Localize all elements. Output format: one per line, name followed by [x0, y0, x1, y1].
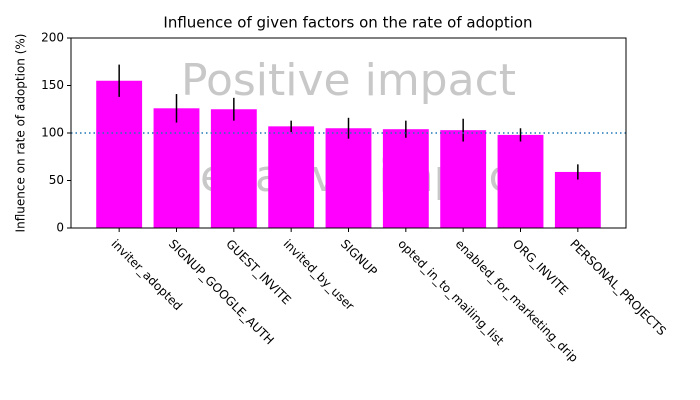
y-tick-label: 50 [49, 173, 64, 187]
y-tick-label: 100 [41, 126, 64, 140]
annotation: Positive impact [181, 55, 516, 106]
y-axis-label: Influence on rate of adoption (%) [14, 34, 28, 233]
x-tick-label: SIGNUP [338, 237, 380, 279]
x-tick-label: opted_in_to_mailing_list [395, 237, 507, 349]
y-tick-label: 0 [56, 221, 64, 235]
x-tick-label: ORG_INVITE [510, 237, 571, 298]
chart-title: Influence of given factors on the rate o… [163, 14, 532, 32]
bar [325, 128, 372, 228]
y-tick-label: 200 [41, 31, 64, 45]
bar [440, 130, 487, 228]
bar [497, 134, 544, 228]
bar [153, 108, 200, 228]
plot-frame [70, 37, 627, 229]
y-tick-label: 150 [41, 78, 64, 92]
bar [268, 126, 315, 228]
x-tick-label: PERSONAL_PROJECTS [567, 237, 669, 339]
bar [210, 109, 257, 228]
bar [382, 129, 429, 228]
x-tick-label: enabled_for_marketing_drip [453, 237, 581, 365]
bar [96, 80, 143, 228]
x-tick-label: SIGNUP_GOOGLE_AUTH [166, 237, 277, 348]
bar [554, 171, 601, 228]
